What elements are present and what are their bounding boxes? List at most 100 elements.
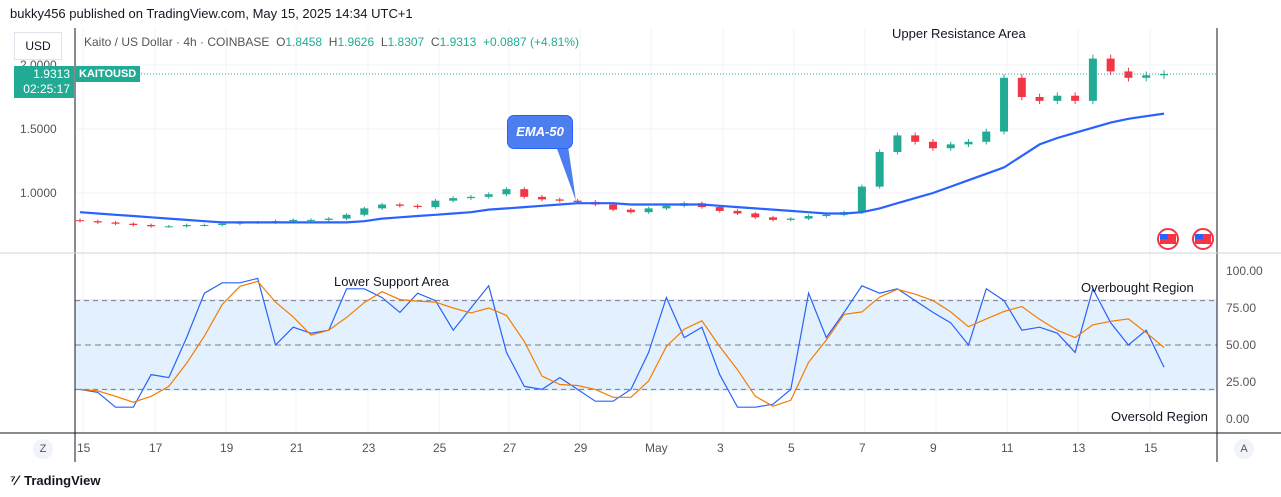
stoch-tick: 0.00 [1226, 412, 1250, 426]
candle [93, 221, 102, 223]
price-tick: 1.5000 [20, 122, 57, 136]
overbought-label: Overbought Region [1081, 280, 1194, 295]
candle [662, 205, 671, 209]
candle [893, 135, 902, 153]
candle [129, 223, 138, 225]
close-value: 1.9313 [439, 35, 477, 49]
candle [946, 144, 955, 149]
candle [200, 225, 209, 226]
lower-support-label: Lower Support Area [334, 274, 449, 289]
candle [182, 225, 191, 227]
candle [395, 204, 404, 206]
candle [466, 196, 475, 199]
stoch-tick: 100.00 [1226, 264, 1263, 278]
stoch-k-line [79, 277, 1165, 408]
candle [1106, 58, 1115, 72]
candle [218, 223, 227, 225]
time-tick: 5 [788, 441, 795, 455]
us-flag-icon [1192, 228, 1214, 250]
last-price-tag: 1.9313 02:25:17 [14, 66, 74, 98]
candle [520, 189, 529, 197]
candle [164, 226, 173, 228]
currency-button[interactable]: USD [14, 32, 62, 60]
stoch-d-line [79, 280, 1165, 407]
price-tick: 1.0000 [20, 186, 57, 200]
time-tick: 9 [930, 441, 937, 455]
last-price: 1.9313 [33, 67, 70, 81]
candle [751, 213, 760, 218]
candle [1159, 73, 1168, 76]
candle [1088, 58, 1097, 101]
candle [449, 198, 458, 201]
candle [1035, 97, 1044, 101]
ema-callout-pointer [556, 146, 576, 201]
candle [822, 214, 831, 217]
candle [964, 141, 973, 145]
time-tick: 15 [77, 441, 91, 455]
timezone-button[interactable]: Z [33, 439, 53, 459]
ema-callout: EMA-50 [507, 115, 573, 149]
time-tick: 7 [859, 441, 866, 455]
oversold-label: Oversold Region [1111, 409, 1208, 424]
candle [1017, 77, 1026, 97]
candle [911, 135, 920, 142]
candle [1142, 75, 1151, 78]
time-tick: May [645, 441, 668, 455]
open-label: O [276, 35, 286, 49]
low-value: 1.8307 [387, 35, 425, 49]
candle [431, 200, 440, 208]
time-tick: 23 [362, 441, 376, 455]
candle [555, 199, 564, 201]
candle [289, 219, 298, 222]
candle [307, 219, 316, 221]
open-value: 1.8458 [285, 35, 323, 49]
time-tick: 11 [1001, 441, 1014, 455]
time-tick: 27 [503, 441, 517, 455]
high-label: H [328, 35, 338, 49]
stoch-levels [75, 300, 1217, 390]
bar-countdown: 02:25:17 [23, 82, 70, 96]
time-tick: 19 [220, 441, 234, 455]
candle [1071, 95, 1080, 101]
candle [538, 196, 547, 200]
candle [360, 208, 369, 215]
stoch-tick: 25.00 [1226, 375, 1257, 389]
us-flag-icon [1157, 228, 1179, 250]
time-tick: 13 [1072, 441, 1086, 455]
candle [804, 216, 813, 219]
candle [1124, 71, 1133, 78]
time-tick: 15 [1144, 441, 1158, 455]
high-value: 1.9626 [337, 35, 375, 49]
candle [769, 217, 778, 220]
time-tick: 25 [433, 441, 447, 455]
low-label: L [380, 35, 388, 49]
time-tick: 3 [717, 441, 724, 455]
time-tick: 29 [574, 441, 588, 455]
tradingview-logo[interactable]: ⁷⁄ TradingView [10, 472, 100, 488]
candle [1053, 95, 1062, 101]
upper-resistance-label: Upper Resistance Area [892, 26, 1026, 41]
change-value: +0.0887 (+4.81%) [482, 35, 580, 49]
brand-label: TradingView [24, 472, 101, 488]
candle [111, 222, 120, 224]
candle [324, 218, 333, 220]
candle [484, 194, 493, 197]
candle [875, 152, 884, 187]
symbol-tag: KAITOUSD [75, 66, 141, 82]
candle [147, 225, 156, 227]
auto-scale-button[interactable]: A [1234, 439, 1254, 459]
time-tick: 17 [149, 441, 163, 455]
candles [76, 54, 1168, 228]
stoch-tick: 75.00 [1226, 301, 1257, 315]
ohlc-legend: Kaito / US Dollar · 4h · COINBASE O1.845… [84, 35, 579, 49]
candle [715, 207, 724, 211]
candle [733, 210, 742, 214]
tv-logo-icon: ⁷⁄ [10, 472, 19, 488]
candle [76, 220, 84, 222]
candle [502, 189, 511, 195]
candle [857, 186, 866, 213]
symbol-info: Kaito / US Dollar · 4h · COINBASE [84, 35, 270, 49]
candle [928, 141, 937, 149]
close-label: C [430, 35, 440, 49]
